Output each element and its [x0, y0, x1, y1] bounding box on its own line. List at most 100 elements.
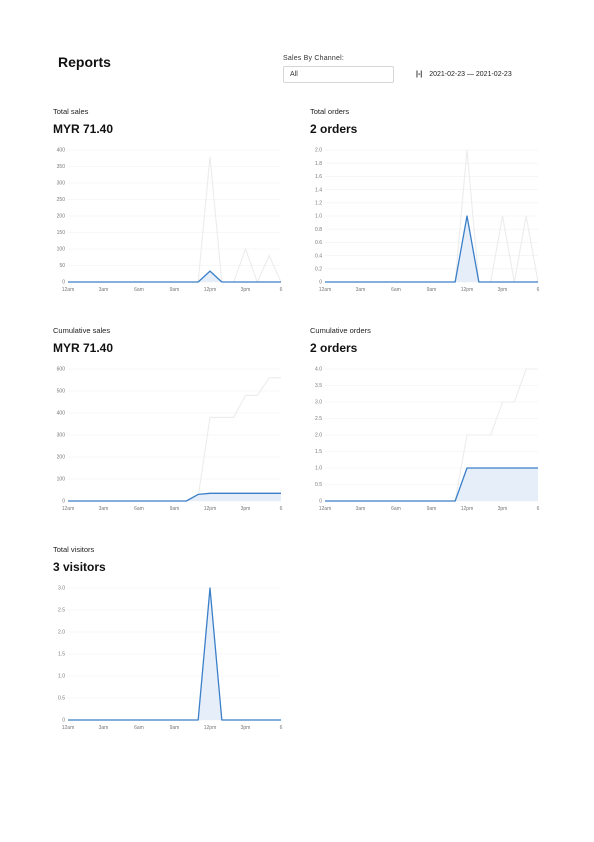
y-tick-label: 250 — [57, 197, 66, 203]
current-period-area — [68, 493, 281, 501]
x-tick-label: 9am — [170, 725, 180, 731]
y-tick-label: 2.5 — [315, 416, 322, 422]
y-tick-label: 2.0 — [315, 148, 322, 154]
x-tick-label: 6 — [280, 287, 283, 293]
y-tick-label: 0.8 — [315, 227, 322, 233]
card-label: Total orders — [310, 107, 350, 116]
date-range-picker[interactable]: |-| 2021-02-23 — 2021-02-23 — [416, 71, 512, 78]
y-tick-label: 0 — [62, 499, 65, 505]
x-tick-label: 3am — [99, 287, 109, 293]
y-tick-label: 350 — [57, 164, 66, 170]
sales-channel-value: All — [290, 71, 298, 78]
x-tick-label: 12pm — [204, 506, 217, 512]
y-tick-label: 1.0 — [315, 466, 322, 472]
x-tick-label: 3am — [356, 287, 366, 293]
date-range-text: 2021-02-23 — 2021-02-23 — [429, 71, 512, 78]
current-period-line — [68, 270, 281, 283]
x-tick-label: 3am — [99, 725, 109, 731]
current-period-area — [325, 468, 538, 501]
x-tick-label: 12pm — [204, 287, 217, 293]
y-tick-label: 200 — [57, 214, 66, 220]
current-period-line — [325, 467, 538, 502]
total-visitors-chart: 0 0.5 1.0 1.5 2.0 2.5 3.0 12am 3am 6am 9am 12pm 3pm 6 — [58, 586, 283, 731]
current-period-line — [325, 215, 538, 283]
x-tick-label: 12pm — [461, 506, 474, 512]
y-tick-label: 2.0 — [315, 433, 322, 439]
y-tick-label: 300 — [57, 433, 66, 439]
x-tick-label: 9am — [427, 506, 437, 512]
y-tick-label: 0 — [62, 280, 65, 286]
x-tick-label: 3am — [99, 506, 109, 512]
sales-channel-label: Sales By Channel: — [283, 55, 344, 62]
y-tick-label: 2.0 — [58, 630, 65, 636]
y-tick-label: 0.5 — [315, 482, 322, 488]
y-tick-label: 3.5 — [315, 383, 322, 389]
current-period-area — [325, 216, 538, 282]
calendar-icon: |-| — [416, 71, 423, 78]
card-value: MYR 71.40 — [53, 122, 114, 136]
y-tick-label: 1.0 — [315, 214, 322, 220]
y-tick-label: 2.5 — [58, 608, 65, 614]
x-tick-label: 3pm — [241, 287, 251, 293]
card-label: Cumulative orders — [310, 326, 371, 335]
page-title: Reports — [58, 54, 111, 70]
total-orders-chart: 0 0.2 0.4 0.6 0.8 1.0 1.2 1.4 1.6 1.8 2.0 12am 3am 6a… — [315, 148, 540, 293]
y-tick-label: 0.6 — [315, 240, 322, 246]
card-label: Total visitors — [53, 545, 95, 554]
x-tick-label: 6 — [280, 506, 283, 512]
y-tick-label: 500 — [57, 389, 66, 395]
card-value: 2 orders — [310, 122, 358, 136]
card-label: Cumulative sales — [53, 326, 111, 335]
x-tick-label: 12am — [62, 725, 75, 731]
x-tick-label: 3pm — [241, 725, 251, 731]
x-tick-label: 12pm — [461, 287, 474, 293]
x-tick-label: 3pm — [498, 506, 508, 512]
y-tick-label: 100 — [57, 477, 66, 483]
current-period-area — [68, 271, 281, 282]
x-tick-label: 9am — [170, 506, 180, 512]
y-tick-label: 3.0 — [315, 400, 322, 406]
x-tick-label: 6am — [134, 287, 144, 293]
y-tick-label: 1.6 — [315, 174, 322, 180]
card-label: Total sales — [53, 107, 89, 116]
previous-period-line — [68, 156, 282, 284]
y-tick-label: 1.5 — [315, 449, 322, 455]
x-tick-label: 3am — [356, 506, 366, 512]
y-tick-label: 300 — [57, 181, 66, 187]
cumulative-orders-chart: 0 0.5 1.0 1.5 2.0 2.5 3.0 3.5 4.0 12am 3am 6am 9am 12… — [315, 367, 540, 512]
card-value: 3 visitors — [53, 560, 106, 574]
x-tick-label: 12pm — [204, 725, 217, 731]
x-tick-label: 6am — [134, 506, 144, 512]
y-tick-label: 0 — [319, 499, 322, 505]
y-tick-label: 0.2 — [315, 267, 322, 273]
cumulative-sales-chart: 0 100 200 300 400 500 600 12am 3am 6am 9am 12pm 3pm 6 — [57, 367, 283, 512]
x-tick-label: 3pm — [241, 506, 251, 512]
x-tick-label: 6 — [537, 287, 540, 293]
y-tick-label: 0 — [319, 280, 322, 286]
x-tick-label: 12am — [62, 506, 75, 512]
x-tick-label: 6am — [134, 725, 144, 731]
y-tick-label: 600 — [57, 367, 66, 373]
current-period-line — [68, 492, 281, 502]
y-tick-label: 50 — [59, 263, 65, 269]
y-tick-label: 1.8 — [315, 161, 322, 167]
x-tick-label: 12am — [319, 506, 332, 512]
y-tick-label: 1.5 — [58, 652, 65, 658]
y-tick-label: 200 — [57, 455, 66, 461]
x-tick-label: 12am — [319, 287, 332, 293]
y-tick-label: 400 — [57, 148, 66, 154]
x-tick-label: 12am — [62, 287, 75, 293]
y-tick-label: 150 — [57, 230, 66, 236]
y-tick-label: 0.4 — [315, 253, 322, 259]
x-tick-label: 6am — [391, 506, 401, 512]
card-value: 2 orders — [310, 341, 358, 355]
y-tick-label: 1.4 — [315, 187, 322, 193]
y-tick-label: 1.2 — [315, 201, 322, 207]
sales-channel-select[interactable]: All — [283, 66, 394, 83]
y-tick-label: 0.5 — [58, 696, 65, 702]
previous-period-line — [68, 377, 281, 502]
y-tick-label: 3.0 — [58, 586, 65, 592]
x-tick-label: 9am — [170, 287, 180, 293]
x-tick-label: 6am — [391, 287, 401, 293]
x-tick-label: 3pm — [498, 287, 508, 293]
